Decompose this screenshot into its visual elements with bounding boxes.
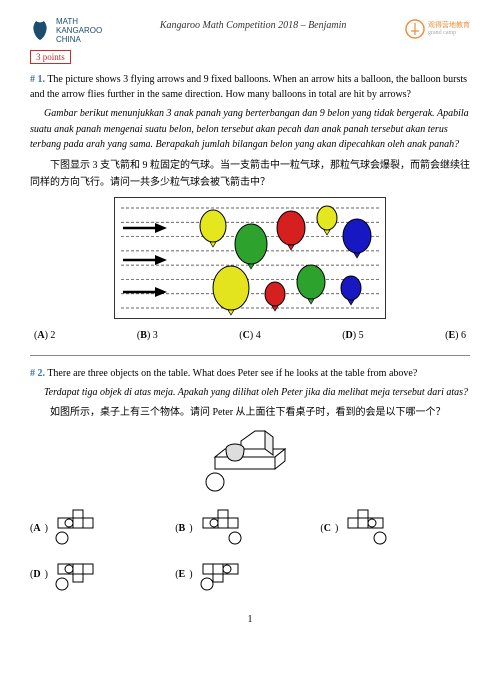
logo-right: 观得营地教育 grand camp: [404, 18, 470, 40]
points-badge: 3 points: [30, 50, 71, 64]
answer-e: (E): [175, 554, 320, 594]
page-number: 1: [30, 614, 470, 625]
q2-text-zh: 如图所示，桌子上有三个物体。请问 Peter 从上面往下看桌子时，看到的会是以下…: [30, 404, 470, 421]
q1-text-en: # 1. The picture shows 3 flying arrows a…: [30, 72, 470, 102]
page-title: Kangaroo Math Competition 2018 – Benjami…: [102, 18, 404, 31]
answer-a: (A): [30, 508, 175, 548]
answer-b: (B): [175, 508, 320, 548]
answer-c: (C): [320, 508, 465, 548]
logo-right-en: grand camp: [428, 30, 470, 37]
logo-text-3: CHINA: [56, 36, 102, 45]
answer-d: (D): [30, 554, 175, 594]
q2-text-malay: Terdapat tiga objek di atas meja. Apakah…: [30, 385, 470, 401]
answer-d: (D) 5: [342, 330, 363, 341]
q1-figure: [30, 197, 470, 322]
q1-num: # 1.: [30, 74, 45, 85]
q2-text-en: # 2. There are three objects on the tabl…: [30, 366, 470, 381]
q2-num: # 2.: [30, 368, 45, 379]
answer-c: (C) 4: [239, 330, 260, 341]
divider: [30, 355, 470, 356]
question-1: # 1. The picture shows 3 flying arrows a…: [30, 72, 470, 341]
q1-text-malay: Gambar berikut menunjukkan 3 anak panah …: [30, 106, 470, 153]
q2-main-figure: [30, 427, 470, 500]
page-header: MATH KANGAROO CHINA Kangaroo Math Compet…: [30, 18, 470, 44]
q1-text-zh: 下图显示 3 支飞箭和 9 粒固定的气球。当一支箭击中一粒气球，那粒气球会爆裂，…: [30, 157, 470, 191]
q2-answers: (A) (B) (C) (D) (E): [30, 508, 470, 600]
logo-left: MATH KANGAROO CHINA: [30, 18, 102, 44]
answer-b: (B) 3: [137, 330, 158, 341]
answer-a: (A) 2: [34, 330, 55, 341]
question-2: # 2. There are three objects on the tabl…: [30, 366, 470, 601]
answer-e: (E) 6: [445, 330, 466, 341]
logo-right-cn: 观得营地教育: [428, 22, 470, 30]
q1-answers: (A) 2 (B) 3 (C) 4 (D) 5 (E) 6: [30, 330, 470, 341]
